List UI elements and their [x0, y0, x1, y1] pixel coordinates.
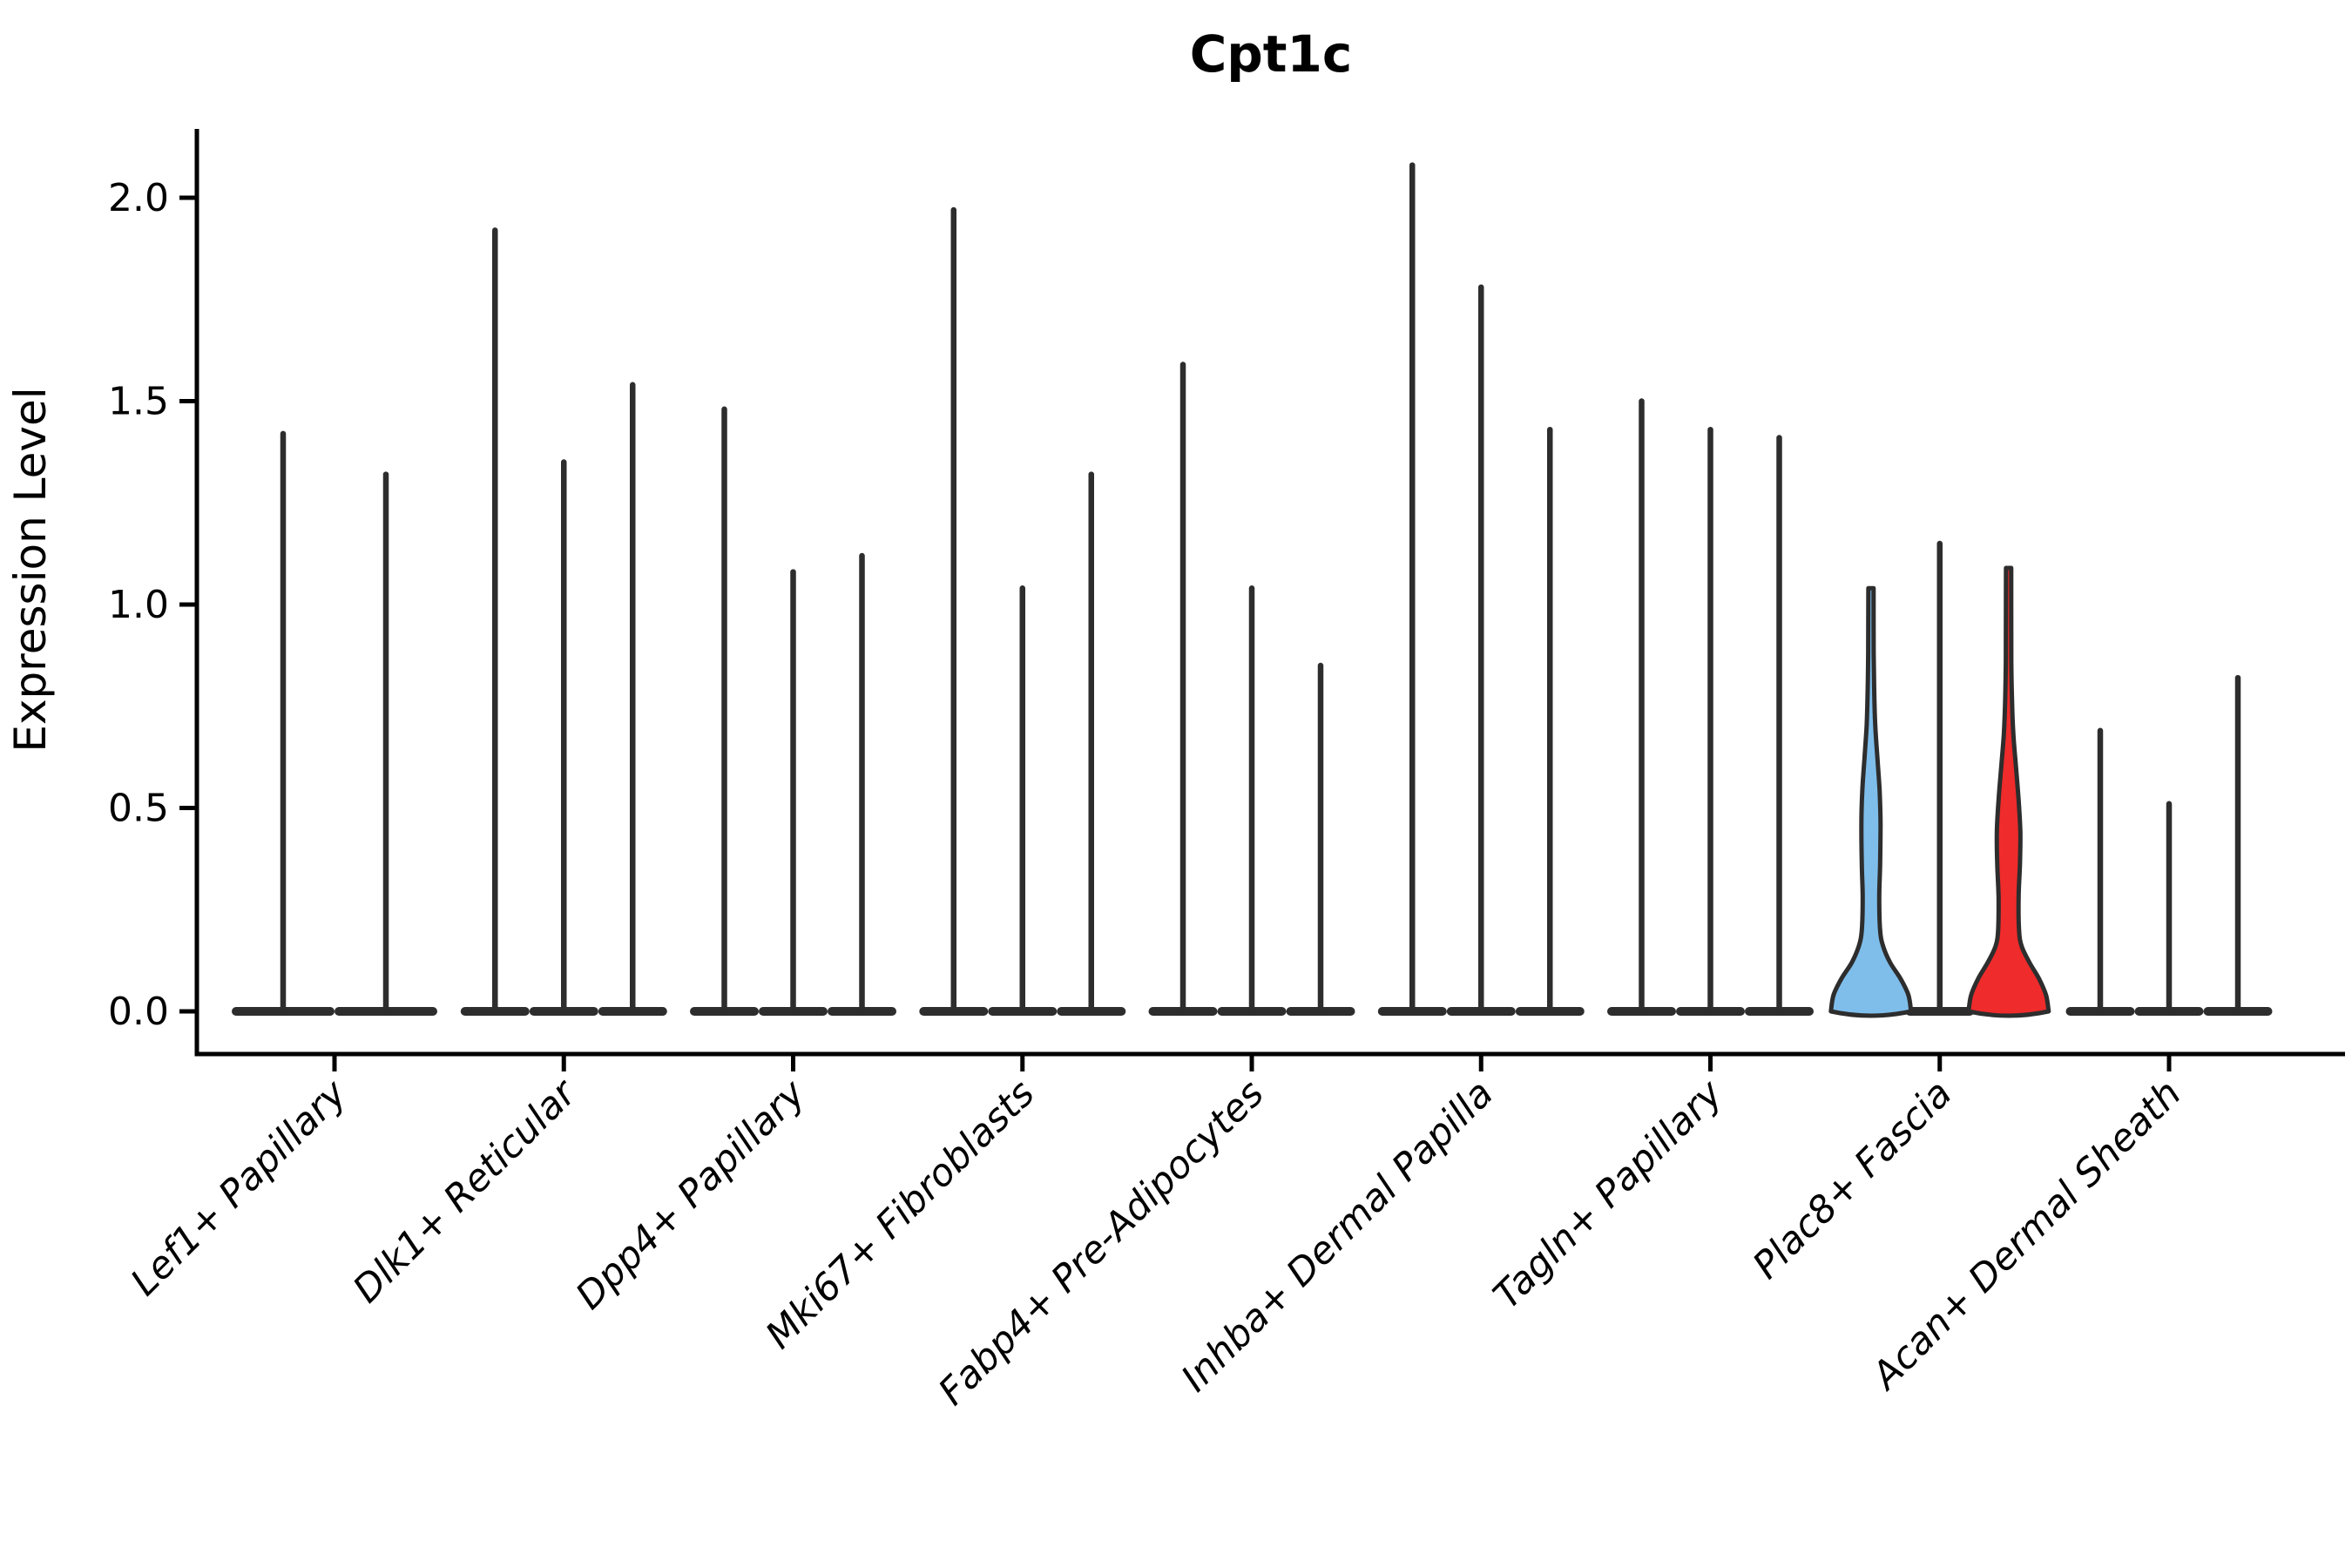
y-tick-label: 2.0	[108, 176, 169, 220]
violin-density	[1966, 565, 2051, 1018]
chart-title: Cpt1c	[1190, 24, 1353, 84]
y-tick-label: 1.5	[108, 380, 169, 424]
violin-series	[232, 162, 2273, 1018]
x-tick-label: Tagln+ Papillary	[1485, 1071, 1732, 1318]
x-tick-label: Plac8+ Fascia	[1745, 1071, 1961, 1288]
y-tick-label: 0.5	[108, 787, 169, 831]
y-axis-label: Expression Level	[5, 387, 56, 752]
y-tick-label: 1.0	[108, 583, 169, 627]
x-tick-label: Dpp4+ Papillary	[568, 1071, 814, 1318]
x-tick-label: Lef1+ Papillary	[123, 1071, 355, 1304]
violin-density	[1828, 585, 1914, 1018]
x-tick-label: Dlk1+ Reticular	[345, 1071, 586, 1312]
axes	[179, 129, 2345, 1071]
y-tick-label: 0.0	[108, 990, 169, 1034]
